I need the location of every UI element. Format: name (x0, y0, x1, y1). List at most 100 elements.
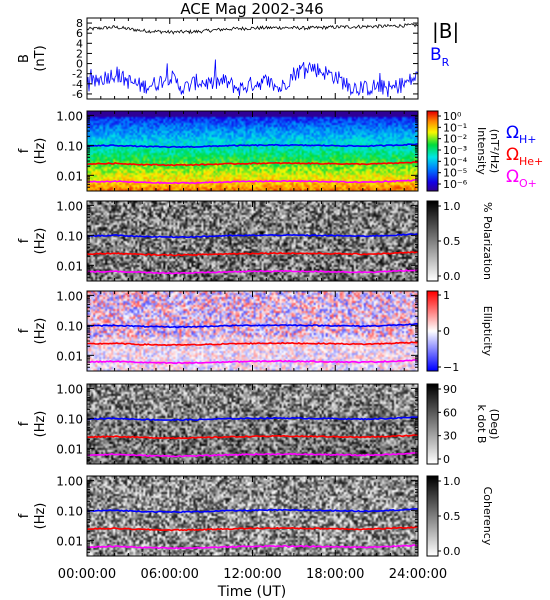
y-axis-label: B (17, 54, 32, 63)
y-tick-label: -2 (72, 68, 83, 81)
colorbar-tick-label: 1.0 (443, 475, 461, 488)
y-tick-label: 1.00 (56, 199, 83, 213)
gyrofrequency-line-O-plus (86, 178, 419, 185)
y-tick-label: 0.01 (56, 259, 83, 273)
legend-entry-O-plus: ΩO+ (506, 167, 537, 190)
colorbar-tick-label: 0.0 (443, 545, 461, 558)
gyrofrequency-line-He-plus (86, 525, 419, 532)
gyrofrequency-line-H-plus (86, 507, 419, 514)
colorbar-tick-label: 1 (443, 289, 450, 302)
series-line-0 (86, 23, 419, 35)
y-tick-label: -6 (72, 88, 83, 101)
colorbar-tick-label: 10⁰ (443, 110, 462, 123)
y-axis-unit: (Hz) (33, 503, 48, 530)
colorbar-tick-label: 90 (443, 383, 457, 396)
y-axis-label: f (17, 421, 32, 426)
y-axis-label: f (17, 328, 32, 333)
colorbar-2 (427, 201, 438, 281)
gyrofrequency-line-He-plus (86, 161, 419, 167)
colorbar-frame (426, 110, 439, 192)
gyrofrequency-line-O-plus (86, 544, 419, 550)
colorbar-tick-label: 30 (443, 430, 457, 443)
y-tick-label: 0.01 (56, 442, 83, 456)
legend-entry-He-plus: ΩHe+ (506, 145, 543, 168)
y-axis-label: f (17, 148, 32, 153)
y-axis-label: f (17, 238, 32, 243)
spectrogram-panel-3 (87, 291, 418, 371)
gyrofrequency-line-O-plus (87, 451, 419, 458)
x-axis-label: Time (UT) (217, 584, 286, 600)
colorbar-label: Ellipticity (481, 306, 494, 357)
gyrofrequency-line-He-plus (86, 251, 419, 257)
gyrofrequency-line-He-plus (87, 341, 419, 347)
gyrofrequency-line-H-plus (86, 322, 419, 329)
colorbar-tick-label: 0 (443, 453, 450, 466)
y-axis-unit: (Hz) (33, 228, 48, 255)
colorbar-tick-label: 0.0 (443, 270, 461, 283)
colorbar-tick-label: 60 (443, 406, 457, 419)
y-axis-unit: (Hz) (33, 411, 48, 438)
series-lines (86, 23, 419, 550)
y-tick-label: 1.00 (56, 109, 83, 123)
colorbar-frame (426, 383, 439, 465)
chart-title: ACE Mag 2002-346 (180, 0, 323, 18)
y-tick-label: -4 (72, 78, 83, 91)
x-tick-label: 24:00:00 (389, 567, 447, 582)
spectrogram-panel-5 (87, 476, 418, 556)
colorbar-unit: (Deg) (488, 409, 501, 440)
spectrogram-panel-4 (87, 384, 418, 464)
y-tick-label: 0.10 (56, 139, 83, 153)
y-tick-label: 0.01 (56, 169, 83, 183)
y-tick-label: 0.01 (56, 349, 83, 363)
x-tick-label: 00:00:00 (58, 567, 116, 582)
gyrofrequency-line-O-plus (86, 268, 419, 275)
y-tick-label: 8 (76, 17, 83, 30)
y-tick-label: 1.00 (56, 382, 83, 396)
colorbar-5 (427, 476, 438, 556)
x-tick-label: 06:00:00 (141, 567, 199, 582)
colorbar-label: % Polarization (481, 202, 494, 280)
spectrogram-panel-2 (87, 201, 418, 281)
colorbar-tick-label: −1 (443, 361, 459, 374)
colorbar-tick-label: 10⁻² (443, 133, 467, 146)
y-tick-label: 0.01 (56, 534, 83, 548)
gyrofrequency-line-He-plus (86, 434, 419, 440)
colorbar-tick-label: 10⁻³ (443, 144, 467, 157)
y-tick-label: 0.10 (56, 412, 83, 426)
y-tick-label: 0 (76, 58, 83, 71)
spectrogram-panel-1 (87, 111, 418, 191)
colorbar-tick-label: 10⁻¹ (443, 121, 467, 134)
colorbar-tick-label: 0.5 (443, 510, 461, 523)
colorbar-tick-label: 1.0 (443, 200, 461, 213)
y-tick-label: 4 (76, 37, 83, 50)
y-tick-label: 2 (76, 47, 83, 60)
legend-entry-magnitude: |B| (432, 19, 459, 43)
y-tick-label: 0.10 (56, 504, 83, 518)
legend-entry-H-plus: ΩH+ (506, 123, 537, 146)
x-tick-label: 12:00:00 (223, 567, 281, 582)
y-axis-unit: (Hz) (33, 318, 48, 345)
colorbar-unit: (nT²/Hz) (488, 129, 501, 173)
colorbar-tick-label: 0 (443, 325, 450, 338)
colorbar-3 (427, 291, 438, 371)
y-tick-label: 0.10 (56, 229, 83, 243)
colorbar-label: k dot B (475, 405, 488, 444)
colorbar-tick-label: 10⁻⁵ (443, 167, 467, 180)
colorbar-tick-label: 10⁻⁴ (443, 155, 468, 168)
y-axis-unit: (Hz) (33, 138, 48, 165)
gyrofrequency-line-O-plus (87, 359, 419, 365)
panel-frames (86, 17, 441, 557)
spectrogram-images (87, 111, 438, 556)
colorbar-tick-label: 0.5 (443, 235, 461, 248)
gyrofrequency-line-H-plus (86, 233, 419, 239)
x-tick-label: 18:00:00 (306, 567, 364, 582)
series-line-1 (86, 59, 419, 98)
colorbar-label: Coherency (481, 487, 494, 546)
legend-entry-radial: BR (430, 45, 450, 69)
y-tick-label: 0.10 (56, 319, 83, 333)
y-tick-label: 6 (76, 27, 83, 40)
colorbar-1 (427, 111, 438, 191)
colorbar-4 (427, 384, 438, 464)
gyrofrequency-line-H-plus (87, 143, 419, 149)
